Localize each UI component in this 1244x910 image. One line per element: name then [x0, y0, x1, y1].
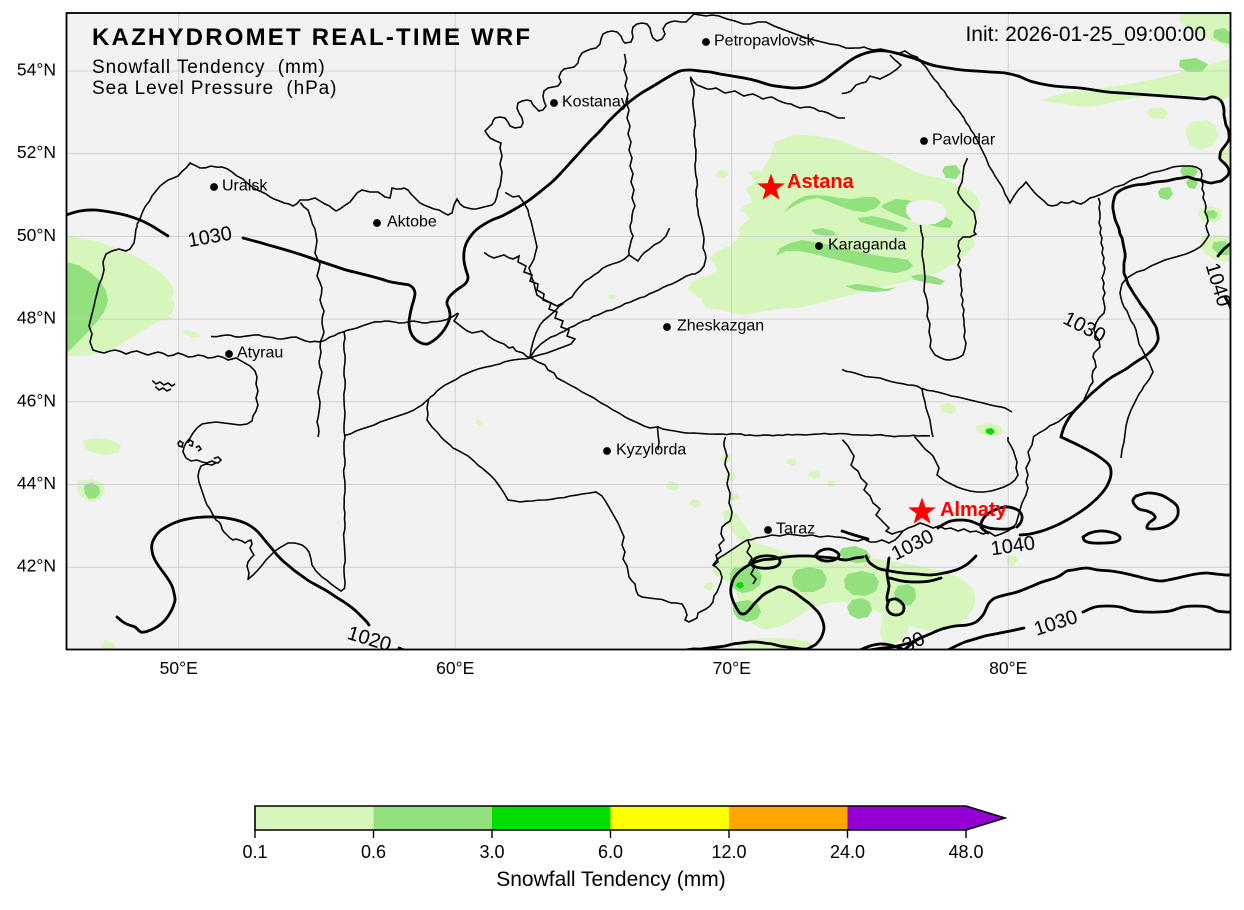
svg-text:48.0: 48.0	[948, 842, 983, 862]
svg-text:Sea Level Pressure (hPa): Sea Level Pressure (hPa)	[92, 78, 337, 99]
svg-text:24.0: 24.0	[830, 842, 865, 862]
svg-text:54°N: 54°N	[17, 60, 56, 80]
svg-text:3.0: 3.0	[479, 842, 504, 862]
svg-text:Aktobe: Aktobe	[387, 214, 437, 231]
svg-text:48°N: 48°N	[17, 308, 56, 328]
svg-text:50°E: 50°E	[160, 658, 198, 678]
svg-text:Astana: Astana	[787, 171, 855, 193]
svg-text:Karaganda: Karaganda	[828, 237, 906, 254]
svg-text:6.0: 6.0	[598, 842, 623, 862]
svg-text:Atyrau: Atyrau	[237, 345, 283, 362]
svg-text:0.1: 0.1	[242, 842, 267, 862]
svg-text:Pavlodar: Pavlodar	[932, 132, 996, 149]
svg-text:12.0: 12.0	[711, 842, 746, 862]
svg-text:Almaty: Almaty	[940, 499, 1008, 521]
svg-text:Uralsk: Uralsk	[222, 178, 268, 195]
svg-text:50°N: 50°N	[17, 225, 56, 245]
svg-text:Zheskazgan: Zheskazgan	[677, 318, 764, 335]
svg-text:Taraz: Taraz	[776, 521, 815, 538]
svg-text:42°N: 42°N	[17, 556, 56, 576]
svg-text:60°E: 60°E	[436, 658, 474, 678]
svg-text:0.6: 0.6	[361, 842, 386, 862]
svg-text:Kyzylorda: Kyzylorda	[616, 442, 686, 459]
svg-text:30: 30	[899, 628, 928, 657]
svg-text:Init: 2026-01-25_09:00:00: Init: 2026-01-25_09:00:00	[965, 23, 1206, 46]
svg-text:KAZHYDROMET REAL-TIME WRF: KAZHYDROMET REAL-TIME WRF	[92, 24, 532, 51]
svg-text:Snowfall Tendency (mm): Snowfall Tendency (mm)	[496, 868, 726, 891]
svg-text:80°E: 80°E	[989, 658, 1027, 678]
svg-text:Kostanay: Kostanay	[562, 94, 629, 111]
svg-text:Snowfall Tendency (mm): Snowfall Tendency (mm)	[92, 57, 326, 78]
svg-text:Petropavlovsk: Petropavlovsk	[714, 33, 815, 50]
svg-text:70°E: 70°E	[713, 658, 751, 678]
svg-text:52°N: 52°N	[17, 142, 56, 162]
svg-text:44°N: 44°N	[17, 473, 56, 493]
svg-text:46°N: 46°N	[17, 390, 56, 410]
